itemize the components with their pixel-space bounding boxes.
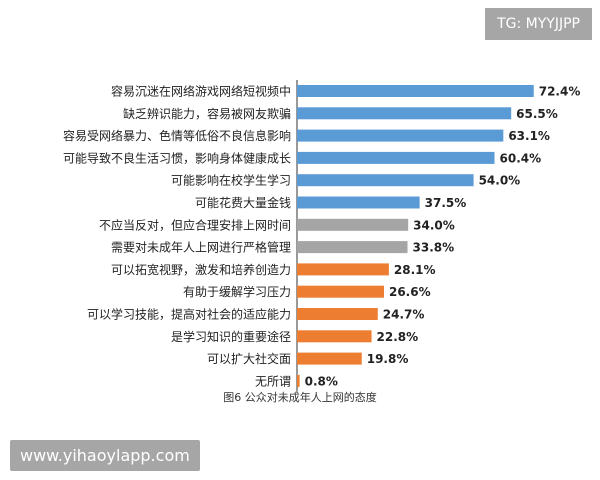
bar xyxy=(297,218,409,231)
value-label: 33.8% xyxy=(413,241,455,255)
bar xyxy=(297,285,384,298)
category-label: 可以扩大社交面 xyxy=(207,351,291,366)
bar xyxy=(297,330,372,343)
value-label: 37.5% xyxy=(425,196,467,210)
category-label: 无所谓 xyxy=(255,374,291,388)
category-label: 可以拓宽视野，激发和培养创造力 xyxy=(111,262,291,277)
value-label: 63.1% xyxy=(508,129,550,143)
bar xyxy=(297,174,474,187)
watermark-bottom: www.yihaoylapp.com xyxy=(10,440,200,471)
category-label: 不应当反对，但应合理安排上网时间 xyxy=(99,217,291,232)
bar xyxy=(297,107,512,120)
value-label: 24.7% xyxy=(383,308,425,322)
category-label: 是学习知识的重要途径 xyxy=(171,329,291,344)
value-label: 60.4% xyxy=(500,151,542,165)
value-label: 54.0% xyxy=(479,174,521,188)
value-label: 19.8% xyxy=(367,352,409,366)
value-label: 22.8% xyxy=(377,330,419,344)
bar xyxy=(297,85,534,97)
value-label: 65.5% xyxy=(516,107,558,121)
value-label: 26.6% xyxy=(389,285,431,299)
category-label: 需要对未成年人上网进行严格管理 xyxy=(111,240,291,255)
category-label: 可能影响在校学生学习 xyxy=(171,173,291,188)
bar xyxy=(297,374,300,387)
category-label: 可能花费大量金钱 xyxy=(195,195,291,210)
bar xyxy=(297,151,495,164)
category-label: 容易受网络暴力、色情等低俗不良信息影响 xyxy=(63,128,291,143)
value-label: 0.8% xyxy=(305,374,338,388)
chart-title: 图6 公众对未成年人上网的态度 xyxy=(223,390,377,404)
watermark-top: TG: MYYJJPP xyxy=(485,8,592,40)
value-label: 34.0% xyxy=(413,218,455,232)
value-label: 28.1% xyxy=(394,263,436,277)
category-label: 可以学习技能，提高对社会的适应能力 xyxy=(87,307,291,322)
bar xyxy=(297,196,420,209)
bar xyxy=(297,308,378,320)
bar xyxy=(297,129,504,142)
category-label: 可能导致不良生活习惯，影响身体健康成长 xyxy=(63,150,291,165)
bar xyxy=(297,263,389,276)
category-label: 有助于缓解学习压力 xyxy=(183,284,291,299)
bar xyxy=(297,352,362,365)
bar xyxy=(297,241,408,254)
category-label: 缺乏辨识能力，容易被网友欺骗 xyxy=(123,106,291,121)
value-label: 72.4% xyxy=(539,85,581,99)
category-label: 容易沉迷在网络游戏网络短视频中 xyxy=(111,84,291,99)
